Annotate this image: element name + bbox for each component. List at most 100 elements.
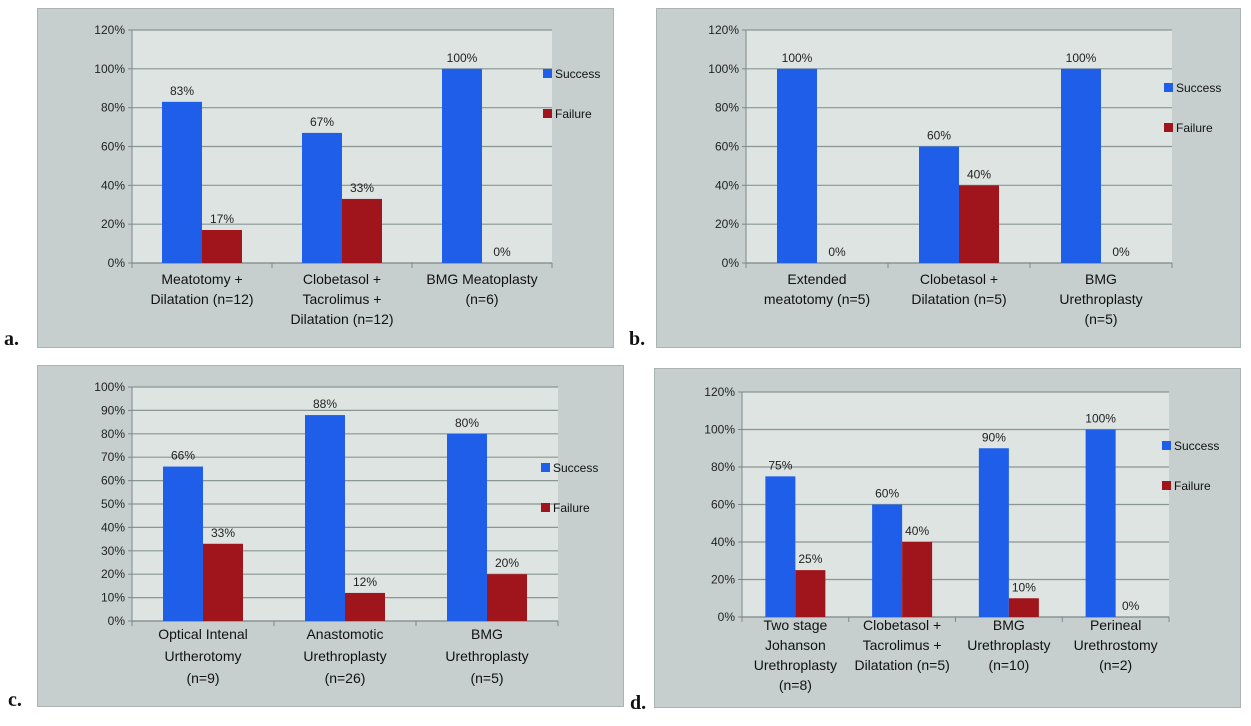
y-tick-label: 20% (101, 567, 125, 581)
y-tick-label: 60% (101, 474, 125, 488)
bar-failure-2 (1008, 598, 1039, 617)
x-category-label-line: Meatotomy + (161, 271, 242, 287)
y-tick-label: 100% (708, 62, 739, 76)
chart-panel-c: 0% 10% 20% 30% 40% 50% 60% 70% 80% 90% 100% 66% 33% O… (37, 365, 624, 707)
y-tick-label: 40% (711, 535, 735, 549)
x-category-label-line: Urethroplasty (445, 648, 528, 664)
x-category-label-line: Tacrolimus + (303, 291, 382, 307)
y-tick-label: 40% (715, 178, 739, 192)
legend-label-failure: Failure (555, 107, 592, 121)
data-label-success: 100% (447, 51, 478, 65)
y-tick-label: 100% (94, 62, 125, 76)
data-label-failure: 33% (211, 526, 235, 540)
data-label-failure: 25% (798, 552, 822, 566)
x-category-label-line: meatotomy (n=5) (764, 291, 870, 307)
bar-success-2 (978, 448, 1009, 617)
x-category-label-line: Optical Intenal (158, 626, 248, 642)
x-category-label-line: Urethroplasty (754, 657, 837, 673)
legend-label-success: Success (1174, 439, 1219, 453)
legend-swatch-success (543, 69, 552, 78)
x-category-label-line: BMG Meatoplasty (426, 271, 537, 287)
x-category-label-line: Urtherotomy (164, 648, 241, 664)
x-category-label: Clobetasol + Dilatation (n=5) (911, 271, 1006, 307)
legend-swatch-failure (541, 503, 550, 512)
x-category-label-line: (n=10) (988, 657, 1029, 673)
x-category-label-line: Dilatation (n=5) (911, 291, 1006, 307)
y-tick-label: 80% (715, 101, 739, 115)
data-label-success: 100% (1085, 412, 1116, 426)
y-tick-label: 0% (108, 614, 126, 628)
y-tick-label: 120% (704, 385, 735, 399)
x-category-label: BMG Urethroplasty (n=5) (1059, 271, 1142, 327)
y-tick-label: 120% (94, 23, 125, 37)
x-category-label: Optical Intenal Urtherotomy (n=9) (158, 626, 248, 686)
data-label-failure: 17% (210, 212, 234, 226)
bar-success-1 (305, 415, 345, 621)
y-tick-label: 100% (94, 380, 125, 394)
bar-failure-2 (487, 574, 527, 621)
legend-swatch-success (1164, 83, 1173, 92)
y-tick-label: 90% (101, 403, 125, 417)
bar-failure-0 (795, 570, 826, 617)
data-label-failure: 12% (353, 575, 377, 589)
y-tick-label: 60% (101, 140, 125, 154)
bar-success-2 (442, 68, 482, 263)
x-category-label-line: BMG (1085, 271, 1117, 287)
x-category-label-line: BMG (471, 626, 503, 642)
x-category-label-line: (n=26) (325, 670, 366, 686)
chart-svg-a: 0% 20% 40% 60% 80% 100% 120% 83% 17% Meatotomy + D… (37, 8, 614, 348)
chart-svg-c: 0% 10% 20% 30% 40% 50% 60% 70% 80% 90% 100% 66% 33% O… (37, 365, 624, 707)
x-category-label-line: Johanson (765, 637, 826, 653)
x-category-label: Anastomotic Urethroplasty (n=26) (303, 626, 386, 686)
bar-success-0 (765, 476, 796, 617)
y-tick-label: 0% (718, 610, 736, 624)
x-category-label-line: Urethroplasty (967, 637, 1050, 653)
data-label-failure: 40% (905, 524, 929, 538)
y-tick-label: 40% (101, 178, 125, 192)
data-label-failure: 0% (1122, 599, 1140, 613)
x-category-label-line: Urethroplasty (1059, 291, 1142, 307)
y-tick-label: 100% (704, 423, 735, 437)
data-label-success: 88% (313, 397, 337, 411)
legend-swatch-failure (1164, 123, 1173, 132)
data-label-failure: 0% (828, 245, 846, 259)
data-label-failure: 0% (1112, 245, 1130, 259)
legend-label-failure: Failure (1176, 121, 1213, 135)
x-category-label: Two stage Johanson Urethroplasty (n=8) (754, 617, 837, 693)
chart-panel-b: 0% 20% 40% 60% 80% 100% 120% 100% 0% Extended meat… (656, 8, 1241, 348)
data-label-failure: 20% (495, 556, 519, 570)
data-label-success: 75% (768, 458, 792, 472)
data-label-success: 80% (455, 416, 479, 430)
x-category-label-line: (n=5) (470, 670, 503, 686)
legend-swatch-failure (1162, 481, 1171, 490)
y-tick-label: 20% (715, 217, 739, 231)
y-tick-label: 30% (101, 544, 125, 558)
x-category-label-line: BMG (993, 617, 1025, 633)
y-tick-label: 20% (101, 217, 125, 231)
legend-label-success: Success (555, 67, 600, 81)
panel-letter-c: c. (8, 689, 22, 711)
x-category-label-line: Clobetasol + (863, 617, 941, 633)
y-tick-label: 60% (711, 498, 735, 512)
data-label-success: 60% (875, 487, 899, 501)
y-tick-label: 20% (711, 573, 735, 587)
bar-success-2 (1061, 68, 1101, 263)
data-label-success: 100% (1066, 51, 1097, 65)
legend-label-failure: Failure (1174, 479, 1211, 493)
x-category-label-line: Anastomotic (306, 626, 383, 642)
bar-failure-1 (342, 198, 382, 263)
panel-letter-d: d. (630, 692, 647, 714)
data-label-success: 67% (310, 115, 334, 129)
x-category-label: BMG Urethroplasty (n=5) (445, 626, 528, 686)
x-category-label-line: (n=5) (1084, 311, 1117, 327)
x-category-label-line: Clobetasol + (303, 271, 381, 287)
bar-success-1 (872, 504, 903, 617)
bar-success-0 (777, 68, 817, 263)
chart-svg-d: 0% 20% 40% 60% 80% 100% 120% 75% 25% Two stage Joh… (654, 368, 1241, 708)
y-tick-label: 40% (101, 520, 125, 534)
data-label-failure: 0% (493, 245, 511, 259)
chart-panel-d: 0% 20% 40% 60% 80% 100% 120% 75% 25% Two stage Joh… (654, 368, 1241, 708)
x-category-label-line: Urethrostomy (1074, 637, 1158, 653)
x-category-label-line: (n=9) (186, 670, 219, 686)
x-category-label-line: Two stage (763, 617, 827, 633)
